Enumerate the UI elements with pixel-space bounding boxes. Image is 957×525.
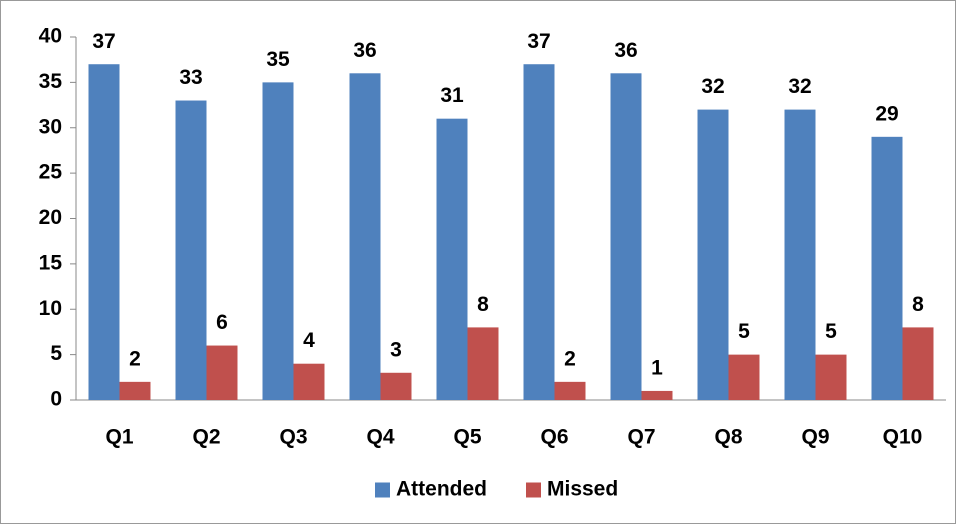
y-tick-label: 25: [39, 161, 63, 184]
y-tick-label: 20: [39, 206, 62, 229]
x-tick-label: Q10: [883, 426, 923, 449]
data-label: 37: [92, 30, 115, 53]
data-label: 37: [527, 30, 550, 53]
bar: [467, 327, 499, 400]
data-label: 4: [303, 329, 315, 352]
data-label: 5: [738, 320, 750, 343]
data-label: 32: [788, 75, 811, 98]
bar: [728, 354, 760, 400]
y-tick-label: 5: [50, 342, 62, 365]
bar: [119, 381, 151, 400]
data-label: 35: [266, 48, 290, 71]
legend-swatch: [526, 482, 541, 498]
data-label: 3: [390, 338, 402, 361]
y-tick-label: 30: [39, 115, 62, 138]
x-tick-label: Q8: [714, 426, 742, 449]
bar: [349, 73, 381, 401]
bar: [641, 390, 673, 400]
x-tick-label: Q4: [366, 426, 394, 449]
bar: [554, 381, 586, 400]
bar: [523, 64, 555, 400]
data-label: 8: [477, 293, 489, 316]
data-label: 2: [129, 347, 141, 370]
data-label: 32: [701, 75, 724, 98]
data-label: 31: [440, 84, 464, 107]
data-label: 29: [875, 102, 898, 125]
y-tick-label: 0: [50, 388, 62, 411]
x-tick-label: Q7: [627, 426, 655, 449]
y-tick-label: 15: [39, 251, 63, 274]
bar: [815, 354, 847, 400]
x-tick-label: Q3: [279, 426, 307, 449]
bar: [380, 372, 412, 400]
data-label: 33: [179, 66, 202, 89]
x-tick-label: Q6: [540, 426, 568, 449]
x-tick-label: Q2: [192, 426, 220, 449]
bar: [436, 118, 468, 401]
x-tick-label: Q9: [801, 426, 829, 449]
bar: [206, 345, 238, 400]
data-label: 36: [614, 39, 637, 62]
legend-label: Attended: [396, 478, 487, 501]
bar: [902, 327, 934, 400]
data-label: 1: [651, 356, 663, 379]
bar: [262, 82, 294, 400]
y-tick-label: 40: [39, 25, 62, 48]
bar: [697, 109, 729, 400]
legend-label: Missed: [547, 478, 618, 501]
bar: [88, 64, 120, 400]
data-label: 5: [825, 320, 837, 343]
bar: [175, 100, 207, 401]
data-label: 36: [353, 39, 376, 62]
y-tick-label: 10: [39, 297, 62, 320]
bar: [784, 109, 816, 400]
data-label: 8: [912, 293, 924, 316]
legend-swatch: [375, 482, 390, 498]
x-tick-label: Q5: [453, 426, 481, 449]
bar: [871, 136, 903, 400]
bar: [293, 363, 325, 400]
y-tick-label: 35: [39, 70, 63, 93]
data-label: 6: [216, 311, 228, 334]
bar: [610, 73, 642, 401]
data-label: 2: [564, 347, 576, 370]
x-tick-label: Q1: [105, 426, 133, 449]
